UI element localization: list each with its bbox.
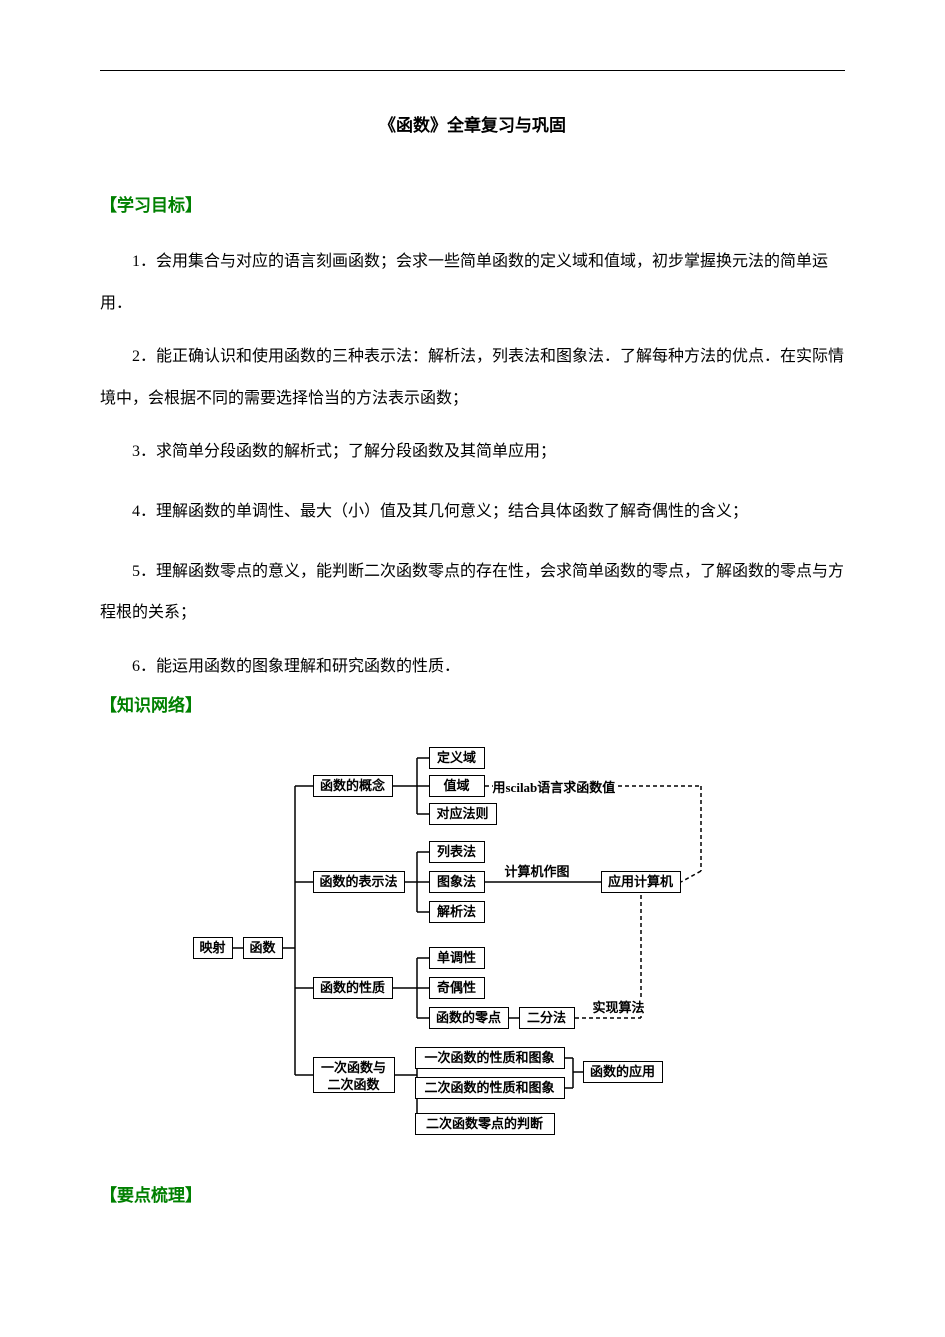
- diagram-node-d3: 函数的应用: [583, 1061, 663, 1083]
- diagram-node-c43: 二次函数零点的判断: [415, 1113, 555, 1135]
- diagram-node-b3: 函数的性质: [313, 977, 393, 999]
- diagram-node-d1: 应用计算机: [601, 871, 681, 893]
- diagram-node-root1: 映射: [193, 937, 233, 959]
- diagram-node-c42: 二次函数的性质和图象: [415, 1077, 565, 1099]
- network-heading: 【知识网络】: [100, 691, 845, 716]
- chapter-title: 《函数》全章复习与巩固: [100, 111, 845, 136]
- objectives-heading-text: 学习目标: [117, 196, 185, 215]
- bracket-close: 】: [185, 1186, 202, 1205]
- diagram-node-c32: 奇偶性: [429, 977, 485, 999]
- knowledge-diagram-wrap: 映射函数 函数的概念函数的表示法函数的性质一次函数与二次函数 定义域值域对应法则列表…: [193, 741, 753, 1141]
- bracket-close: 】: [185, 196, 202, 215]
- objective-item-2: 2．能正确认识和使用函数的三种表示法：解析法，列表法和图象法．了解每种方法的优点…: [100, 336, 845, 419]
- bracket-open: 【: [100, 696, 117, 715]
- diagram-node-c23: 解析法: [429, 901, 485, 923]
- objective-item-5: 5．理解函数零点的意义，能判断二次函数零点的存在性，会求简单函数的零点，了解函数…: [100, 551, 845, 634]
- diagram-node-d2: 二分法: [519, 1007, 575, 1029]
- diagram-node-c12: 值域: [429, 775, 485, 797]
- diagram-label-l3: 实现算法: [593, 997, 645, 1016]
- diagram-node-c31: 单调性: [429, 947, 485, 969]
- diagram-node-c41: 一次函数的性质和图象: [415, 1047, 565, 1069]
- objectives-heading: 【学习目标】: [100, 191, 845, 216]
- diagram-node-c21: 列表法: [429, 841, 485, 863]
- bracket-open: 【: [100, 196, 117, 215]
- top-rule: [100, 70, 845, 71]
- points-heading: 【要点梳理】: [100, 1181, 845, 1206]
- diagram-node-c22: 图象法: [429, 871, 485, 893]
- knowledge-diagram: 映射函数 函数的概念函数的表示法函数的性质一次函数与二次函数 定义域值域对应法则列表…: [193, 741, 753, 1141]
- diagram-node-c11: 定义域: [429, 747, 485, 769]
- diagram-node-root2: 函数: [243, 937, 283, 959]
- objective-item-3: 3．求简单分段函数的解析式；了解分段函数及其简单应用；: [100, 431, 845, 473]
- objective-item-6: 6．能运用函数的图象理解和研究函数的性质．: [100, 646, 845, 688]
- diagram-node-b4: 一次函数与二次函数: [313, 1057, 395, 1093]
- bracket-open: 【: [100, 1186, 117, 1205]
- diagram-node-b1: 函数的概念: [313, 775, 393, 797]
- diagram-node-c33: 函数的零点: [429, 1007, 509, 1029]
- bracket-close: 】: [185, 696, 202, 715]
- diagram-label-l2: 计算机作图: [505, 861, 570, 880]
- objective-item-4: 4．理解函数的单调性、最大（小）值及其几何意义；结合具体函数了解奇偶性的含义；: [100, 491, 845, 533]
- objective-item-1: 1．会用集合与对应的语言刻画函数；会求一些简单函数的定义域和值域，初步掌握换元法…: [100, 241, 845, 324]
- diagram-label-l1: 用scilab语言求函数值: [493, 777, 616, 796]
- points-heading-text: 要点梳理: [117, 1186, 185, 1205]
- diagram-node-b2: 函数的表示法: [313, 871, 405, 893]
- document-page: 《函数》全章复习与巩固 【学习目标】 1．会用集合与对应的语言刻画函数；会求一些…: [0, 0, 945, 1266]
- network-heading-text: 知识网络: [117, 696, 185, 715]
- diagram-node-c13: 对应法则: [429, 803, 497, 825]
